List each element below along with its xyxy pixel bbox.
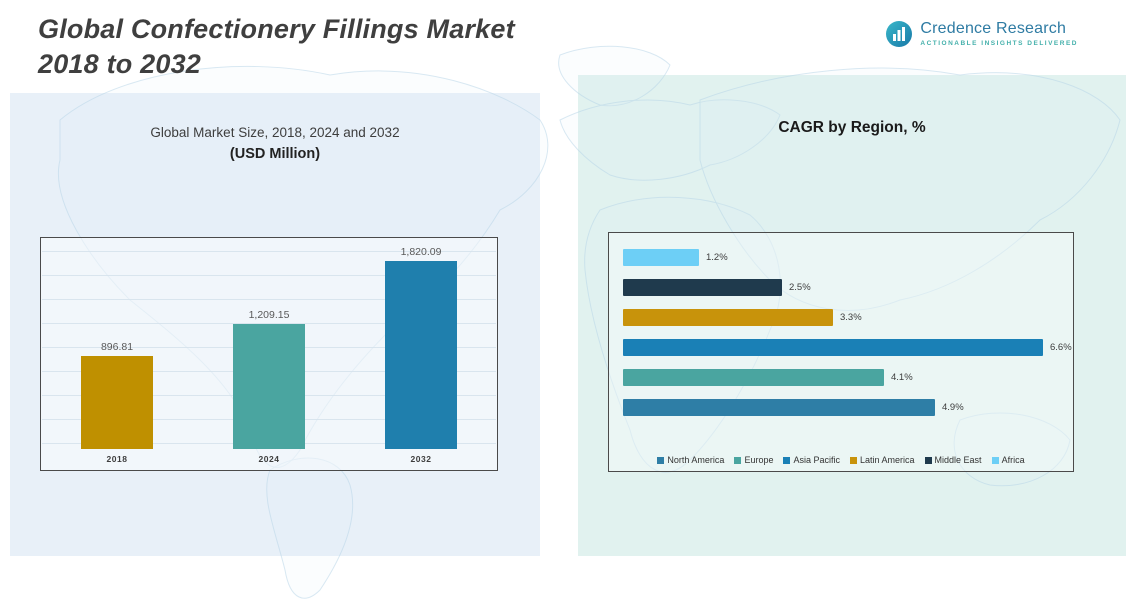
legend-label: Middle East bbox=[934, 455, 982, 465]
cagr-chart: 1.2% 2.5% 3.3% 6.6% 4.1% 4.9% North America Eu… bbox=[608, 232, 1074, 472]
logo-tagline: Actionable Insights Delivered bbox=[920, 40, 1078, 47]
market-size-chart-title: Global Market Size, 2018, 2024 and 2032 bbox=[150, 125, 400, 140]
legend-item-middle-east: Middle East bbox=[924, 455, 982, 465]
bar-value-label: 1,820.09 bbox=[400, 246, 442, 258]
bar-value-label: 1,209.15 bbox=[248, 309, 290, 321]
legend-item-asia-pacific: Asia Pacific bbox=[783, 455, 840, 465]
legend-swatch bbox=[850, 456, 857, 464]
market-size-section: Global Market Size, 2018, 2024 and 2032 … bbox=[10, 93, 540, 556]
logo-name: Credence Research bbox=[920, 20, 1067, 37]
brand-logo: Credence Research Actionable Insights De… bbox=[885, 20, 1078, 53]
market-size-chart: 896.81 2018 1,209.15 2024 1,820.09 2032 bbox=[40, 237, 498, 471]
page-title-line1: Global Confectionery Fillings Market bbox=[38, 14, 515, 44]
cagr-row-latin-america: 3.3% bbox=[623, 309, 1073, 326]
legend-item-latin-america: Latin America bbox=[850, 455, 915, 465]
cagr-value-label: 4.9% bbox=[942, 402, 964, 413]
bar-2032 bbox=[385, 261, 457, 449]
cagr-value-label: 4.1% bbox=[891, 372, 913, 383]
page-title-line2: 2018 to 2032 bbox=[38, 49, 202, 79]
bar-group-2018: 896.81 2018 bbox=[81, 341, 153, 464]
cagr-bar-europe bbox=[623, 369, 884, 386]
cagr-legend: North America Europe Asia Pacific Latin Ame… bbox=[609, 455, 1073, 465]
logo-text: Credence Research Actionable Insights De… bbox=[920, 20, 1078, 47]
legend-label: Africa bbox=[1001, 455, 1025, 465]
cagr-value-label: 2.5% bbox=[789, 282, 811, 293]
page-title: Global Confectionery Fillings Market 201… bbox=[38, 12, 515, 82]
legend-label: Asia Pacific bbox=[793, 455, 840, 465]
bar-group-2024: 1,209.15 2024 bbox=[233, 309, 305, 464]
cagr-value-label: 6.6% bbox=[1050, 342, 1072, 353]
cagr-row-north-america: 4.9% bbox=[623, 399, 1073, 416]
legend-swatch bbox=[734, 456, 742, 464]
bar-category-label: 2032 bbox=[410, 454, 432, 464]
legend-swatch bbox=[657, 456, 665, 464]
legend-item-north-america: North America bbox=[657, 455, 724, 465]
cagr-value-label: 1.2% bbox=[706, 252, 728, 263]
cagr-chart-title: CAGR by Region, % bbox=[778, 119, 926, 136]
bar-category-label: 2024 bbox=[258, 454, 280, 464]
cagr-row-middle-east: 2.5% bbox=[623, 279, 1073, 296]
legend-item-africa: Africa bbox=[991, 455, 1025, 465]
market-size-chart-subtitle: (USD Million) bbox=[229, 146, 321, 162]
cagr-bar-africa bbox=[623, 249, 699, 266]
market-size-plot-area: 896.81 2018 1,209.15 2024 1,820.09 2032 bbox=[41, 246, 497, 464]
legend-label: Latin America bbox=[860, 455, 915, 465]
cagr-bar-asia-pacific bbox=[623, 339, 1043, 356]
cagr-bar-latin-america bbox=[623, 309, 833, 326]
cagr-plot-area: 1.2% 2.5% 3.3% 6.6% 4.1% 4.9% bbox=[609, 233, 1073, 416]
legend-label: North America bbox=[667, 455, 725, 465]
credence-logo-icon bbox=[885, 20, 913, 53]
legend-swatch bbox=[924, 456, 932, 464]
cagr-section: CAGR by Region, % 1.2% 2.5% 3.3% 6.6% 4.1% 4.… bbox=[578, 75, 1126, 556]
cagr-value-label: 3.3% bbox=[840, 312, 862, 323]
legend-label: Europe bbox=[744, 455, 774, 465]
legend-swatch bbox=[991, 456, 999, 464]
bar-2024 bbox=[233, 324, 305, 449]
cagr-bar-north-america bbox=[623, 399, 935, 416]
bar-category-label: 2018 bbox=[106, 454, 128, 464]
cagr-row-africa: 1.2% bbox=[623, 249, 1073, 266]
bar-2018 bbox=[81, 356, 153, 449]
cagr-row-asia-pacific: 6.6% bbox=[623, 339, 1073, 356]
legend-swatch bbox=[783, 456, 791, 464]
bar-group-2032: 1,820.09 2032 bbox=[385, 246, 457, 464]
bar-value-label: 896.81 bbox=[100, 341, 134, 353]
cagr-row-europe: 4.1% bbox=[623, 369, 1073, 386]
cagr-bar-middle-east bbox=[623, 279, 782, 296]
legend-item-europe: Europe bbox=[734, 455, 773, 465]
